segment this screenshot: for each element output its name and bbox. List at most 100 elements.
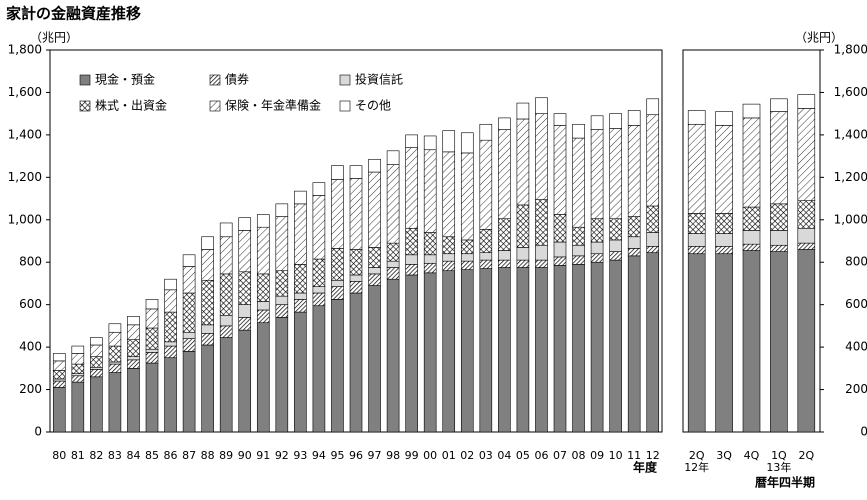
y-axis-label: （兆円）	[30, 31, 78, 45]
bar-segment	[331, 165, 344, 180]
bar-segment	[405, 134, 418, 148]
y-tick-label: 800	[19, 255, 42, 269]
bar-segment	[553, 214, 567, 243]
bar-segment	[108, 372, 122, 433]
bar-segment	[71, 353, 85, 365]
bar-segment	[742, 243, 761, 251]
bar-segment	[797, 108, 816, 201]
y-tick-label: 0	[860, 425, 867, 439]
y-tick-label: 800	[845, 255, 867, 269]
bar-segment	[238, 217, 252, 231]
bar-segment	[164, 311, 177, 343]
bar-segment	[715, 233, 733, 247]
bar-segment	[460, 253, 474, 262]
bar-segment	[405, 147, 418, 229]
bar-segment	[423, 262, 437, 274]
y-tick-label: 1,200	[8, 170, 42, 184]
bar-segment	[256, 226, 270, 275]
bar-segment	[275, 203, 289, 217]
x-tick-label: 11	[627, 449, 641, 462]
bar-segment	[386, 260, 400, 268]
x-tick-label: 10	[609, 449, 623, 462]
bar-segment	[90, 369, 103, 378]
bar-segment	[164, 345, 177, 359]
bar-segment	[516, 267, 530, 433]
bar-segment	[553, 241, 567, 258]
x-tick-label: 99	[405, 449, 419, 462]
bar-segment	[386, 164, 400, 244]
bar-segment	[646, 252, 660, 433]
x-axis-label: 暦年四半期	[755, 475, 815, 490]
bar-segment	[742, 103, 761, 119]
x-tick-label: 00	[423, 449, 437, 462]
bar-segment	[145, 327, 159, 350]
x-tick-label: 3Q	[716, 449, 732, 462]
bar-segment	[294, 292, 307, 300]
bar-segment	[275, 304, 289, 318]
bar-segment	[535, 259, 548, 268]
bar-segment	[516, 118, 530, 206]
bar-segment	[182, 331, 196, 339]
bar-segment	[368, 267, 381, 275]
y-tick-label: 1,400	[834, 127, 867, 141]
x-tick-label: 07	[553, 449, 567, 462]
bar-segment	[312, 292, 326, 307]
bar-segment	[442, 151, 456, 238]
bar-segment	[423, 135, 437, 151]
bar-segment	[516, 259, 530, 268]
bar-segment	[498, 250, 511, 261]
y-axis-label: （兆円）	[795, 31, 843, 45]
bar-segment	[238, 230, 252, 273]
bar-segment	[90, 376, 103, 433]
bar-segment	[498, 267, 511, 433]
bar-segment	[646, 246, 660, 253]
x-tick-label: 01	[442, 449, 456, 462]
legend-label: 投資信託	[355, 72, 403, 87]
bar-segment	[349, 178, 363, 250]
bar-segment	[797, 227, 816, 244]
x-tick-label: 4Q	[744, 449, 760, 462]
bar-segment	[460, 132, 474, 154]
legend-label: 株式・出資金	[95, 98, 167, 113]
bar-segment	[479, 229, 493, 253]
bar-segment	[535, 244, 548, 261]
bar-segment	[405, 274, 418, 433]
bar-segment	[127, 368, 140, 433]
bar-segment	[609, 218, 622, 241]
bar-segment	[349, 165, 363, 179]
bar-segment	[572, 244, 585, 257]
bar-segment	[516, 102, 530, 120]
x-tick-sublabel: 12年	[684, 460, 709, 474]
bar-segment	[405, 254, 418, 265]
bar-segment	[368, 158, 381, 173]
bar-segment	[423, 254, 437, 264]
y-tick-label: 600	[19, 297, 42, 311]
bar-segment	[182, 266, 196, 294]
bar-segment	[423, 232, 437, 256]
x-tick-label: 2Q	[689, 449, 705, 462]
bar-segment	[770, 98, 788, 112]
x-tick-label: 83	[108, 449, 122, 462]
bar-segment	[572, 226, 585, 246]
bar-segment	[498, 259, 511, 268]
x-tick-label: 82	[89, 449, 103, 462]
bar-segment	[312, 305, 326, 433]
bar-segment	[742, 230, 761, 245]
x-tick-label: 02	[460, 449, 474, 462]
x-tick-label: 91	[256, 449, 270, 462]
bar-segment	[442, 253, 456, 262]
bar-segment	[256, 309, 270, 324]
bar-segment	[609, 128, 622, 220]
bar-segment	[687, 213, 706, 234]
bar-segment	[609, 251, 622, 261]
bar-segment	[742, 206, 761, 231]
bar-segment	[535, 267, 548, 433]
bar-segment	[742, 117, 761, 208]
bar-segment	[127, 356, 140, 361]
bar-segment	[145, 308, 159, 329]
y-tick-label: 1,600	[8, 85, 42, 99]
bar-segment	[349, 281, 363, 294]
bar-segment	[201, 344, 214, 433]
bar-segment	[460, 260, 474, 270]
bar-segment	[572, 137, 585, 228]
